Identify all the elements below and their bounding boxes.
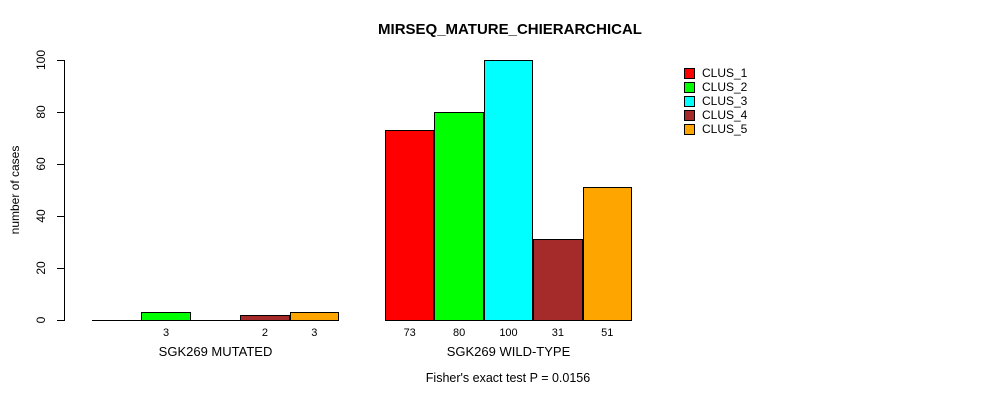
y-tick-label: 100: [34, 49, 48, 71]
legend-item-CLUS_5: CLUS_5: [684, 122, 747, 136]
bar-value-label: 80: [452, 327, 466, 339]
legend-label: CLUS_3: [702, 94, 748, 108]
group-label: SGK269 WILD-TYPE: [446, 344, 571, 359]
chart-title: MIRSEQ_MATURE_CHIERARCHICAL: [378, 21, 642, 38]
legend-item-CLUS_1: CLUS_1: [684, 66, 747, 80]
bar-value-label: 31: [551, 327, 564, 339]
y-tick-mark: [57, 320, 64, 321]
bar-value-label: 3: [163, 327, 170, 339]
group-label: SGK269 MUTATED: [158, 344, 273, 359]
legend-label: CLUS_4: [702, 108, 748, 122]
legend: CLUS_1 CLUS_2 CLUS_3 CLUS_4 CLUS_5: [684, 66, 747, 136]
y-tick-label: 80: [34, 105, 48, 119]
y-tick-label: 40: [34, 209, 48, 223]
legend-item-CLUS_3: CLUS_3: [684, 94, 747, 108]
legend-item-CLUS_4: CLUS_4: [684, 108, 747, 122]
annotation-text: Fisher's exact test P = 0.0156: [425, 371, 591, 385]
bar-value-label: 73: [403, 327, 416, 339]
legend-swatch-icon: [684, 109, 695, 121]
legend-swatch-icon: [684, 123, 695, 135]
legend-item-CLUS_2: CLUS_2: [684, 80, 747, 94]
y-tick-mark: [57, 164, 64, 165]
bar-CLUS_2-SGK269-MUTATED: [141, 312, 191, 321]
group-baseline: [92, 320, 339, 321]
bar-CLUS_5-SGK269-WILD-TYPE: [582, 187, 632, 321]
y-tick-mark: [57, 216, 64, 217]
bar-CLUS_4-SGK269-MUTATED: [240, 315, 290, 321]
y-tick-mark: [57, 112, 64, 113]
y-tick-label: 20: [34, 261, 48, 275]
legend-label: CLUS_2: [702, 80, 748, 94]
bar-value-label: 51: [601, 327, 614, 339]
y-tick-label: 60: [34, 157, 48, 171]
y-axis-line: [64, 60, 65, 321]
y-tick-mark: [57, 60, 64, 61]
y-tick-mark: [57, 268, 64, 269]
y-tick-label: 0: [34, 316, 48, 324]
legend-label: CLUS_1: [702, 66, 748, 80]
legend-label: CLUS_5: [702, 122, 748, 136]
legend-swatch-icon: [684, 81, 695, 93]
bar-CLUS_2-SGK269-WILD-TYPE: [434, 112, 484, 321]
bar-CLUS_4-SGK269-WILD-TYPE: [533, 239, 583, 321]
bar-value-label: 2: [261, 327, 268, 339]
legend-swatch-icon: [684, 95, 695, 107]
bar-CLUS_5-SGK269-MUTATED: [289, 312, 339, 321]
legend-swatch-icon: [684, 67, 695, 79]
bar-CLUS_3-SGK269-WILD-TYPE: [483, 60, 534, 321]
bar-value-label: 3: [311, 327, 318, 339]
bar-CLUS_1-SGK269-WILD-TYPE: [385, 130, 435, 321]
bar-value-label: 100: [499, 327, 518, 339]
